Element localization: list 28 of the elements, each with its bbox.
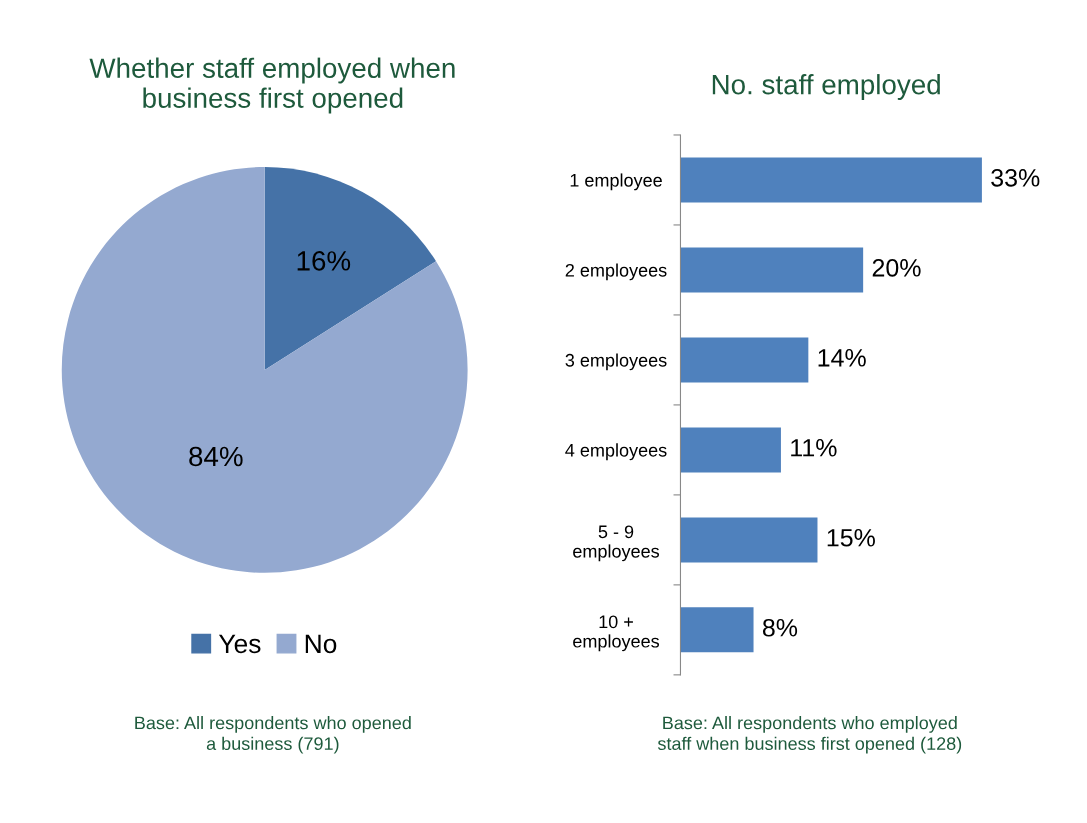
- data-label: 8%: [762, 618, 798, 637]
- chart-title: Whether staff employed when business first opened: [89, 57, 455, 114]
- y-tick-label: 4 employees: [565, 443, 667, 461]
- bar: [680, 607, 754, 653]
- bar: [680, 427, 781, 473]
- y-tick-label: 3 employees: [565, 353, 667, 371]
- y-tick-label: 2 employees: [565, 263, 667, 281]
- y-tick-label: 10 + employees: [573, 615, 660, 652]
- chart-title: No. staff employed: [712, 74, 940, 100]
- legend-label: Yes: [218, 634, 261, 654]
- y-tick-label: 1 employee: [570, 173, 662, 191]
- bar: [680, 517, 818, 563]
- data-label: 14%: [818, 349, 866, 367]
- y-tick-label: 5 - 9 employees: [573, 525, 660, 562]
- text: Base: All respondents who opened a business (791): [135, 716, 411, 754]
- bar: [680, 337, 809, 383]
- bar: [680, 247, 864, 293]
- data-label: 16%: [297, 251, 351, 271]
- data-label: 11%: [791, 439, 837, 457]
- text: Base: All respondents who employed staff when business first opened (128): [657, 716, 962, 754]
- pie-slice: [61, 167, 468, 573]
- data-label: 15%: [827, 529, 875, 547]
- data-label: 84%: [189, 446, 243, 467]
- bar: [680, 157, 982, 203]
- pie-slice: [264, 167, 437, 370]
- data-label: 33%: [991, 168, 1040, 187]
- legend-label: No: [305, 634, 337, 654]
- data-label: 20%: [872, 258, 921, 277]
